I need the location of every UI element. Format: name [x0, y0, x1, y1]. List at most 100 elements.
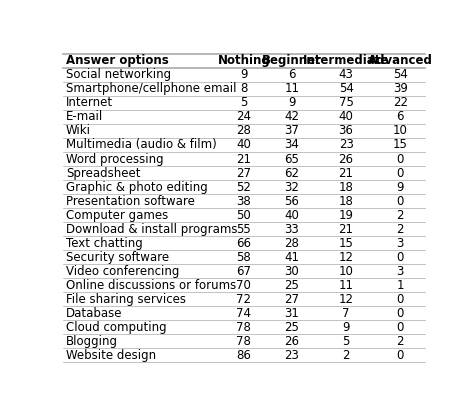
Text: 11: 11: [338, 279, 354, 292]
Text: Social networking: Social networking: [66, 68, 171, 81]
Text: 18: 18: [338, 195, 354, 208]
Text: 75: 75: [338, 97, 354, 109]
Text: 12: 12: [338, 251, 354, 264]
Text: Text chatting: Text chatting: [66, 237, 143, 249]
Text: 40: 40: [338, 110, 354, 124]
Text: 39: 39: [393, 82, 408, 95]
Text: 25: 25: [284, 279, 299, 292]
Text: 34: 34: [284, 139, 299, 151]
Text: 9: 9: [397, 181, 404, 193]
Text: 15: 15: [393, 139, 408, 151]
Text: 0: 0: [397, 307, 404, 320]
Text: 40: 40: [284, 209, 299, 222]
Text: 40: 40: [237, 139, 251, 151]
Text: Presentation software: Presentation software: [66, 195, 195, 208]
Text: 21: 21: [338, 222, 354, 236]
Text: Cloud computing: Cloud computing: [66, 321, 166, 334]
Text: Graphic & photo editing: Graphic & photo editing: [66, 181, 208, 193]
Text: 27: 27: [284, 293, 299, 306]
Text: 2: 2: [342, 349, 350, 362]
Text: 24: 24: [237, 110, 251, 124]
Text: 52: 52: [237, 181, 251, 193]
Text: Online discussions or forums: Online discussions or forums: [66, 279, 236, 292]
Text: E-mail: E-mail: [66, 110, 103, 124]
Text: Advanced: Advanced: [368, 54, 433, 67]
Text: 7: 7: [342, 307, 350, 320]
Text: 6: 6: [288, 68, 295, 81]
Text: 10: 10: [338, 265, 354, 278]
Text: 37: 37: [284, 124, 299, 137]
Text: 10: 10: [393, 124, 408, 137]
Text: 23: 23: [284, 349, 299, 362]
Text: Video conferencing: Video conferencing: [66, 265, 179, 278]
Text: 41: 41: [284, 251, 299, 264]
Text: 33: 33: [284, 222, 299, 236]
Text: 32: 32: [284, 181, 299, 193]
Text: 25: 25: [284, 321, 299, 334]
Text: Beginner: Beginner: [262, 54, 322, 67]
Text: Website design: Website design: [66, 349, 156, 362]
Text: Word processing: Word processing: [66, 153, 164, 166]
Text: 9: 9: [288, 97, 295, 109]
Text: 1: 1: [397, 279, 404, 292]
Text: 8: 8: [240, 82, 247, 95]
Text: 11: 11: [284, 82, 299, 95]
Text: 78: 78: [237, 335, 251, 348]
Text: 5: 5: [342, 335, 350, 348]
Text: 28: 28: [284, 237, 299, 249]
Text: 9: 9: [342, 321, 350, 334]
Text: 2: 2: [397, 335, 404, 348]
Text: 54: 54: [338, 82, 354, 95]
Text: 2: 2: [397, 209, 404, 222]
Text: 27: 27: [237, 166, 251, 180]
Text: 6: 6: [397, 110, 404, 124]
Text: Download & install programs: Download & install programs: [66, 222, 237, 236]
Text: Intermediate: Intermediate: [303, 54, 389, 67]
Text: 72: 72: [237, 293, 251, 306]
Text: 70: 70: [237, 279, 251, 292]
Text: 56: 56: [284, 195, 299, 208]
Text: Nothing: Nothing: [218, 54, 270, 67]
Text: 38: 38: [237, 195, 251, 208]
Text: Multimedia (audio & film): Multimedia (audio & film): [66, 139, 217, 151]
Text: 50: 50: [237, 209, 251, 222]
Text: 3: 3: [397, 237, 404, 249]
Text: 5: 5: [240, 97, 247, 109]
Text: Database: Database: [66, 307, 122, 320]
Text: 66: 66: [237, 237, 251, 249]
Text: 3: 3: [397, 265, 404, 278]
Text: 26: 26: [284, 335, 299, 348]
Text: 0: 0: [397, 293, 404, 306]
Text: 0: 0: [397, 195, 404, 208]
Text: 0: 0: [397, 321, 404, 334]
Text: 67: 67: [237, 265, 251, 278]
Text: 26: 26: [338, 153, 354, 166]
Text: 21: 21: [237, 153, 251, 166]
Text: 0: 0: [397, 251, 404, 264]
Text: 42: 42: [284, 110, 299, 124]
Text: 0: 0: [397, 153, 404, 166]
Text: 36: 36: [338, 124, 354, 137]
Text: 30: 30: [284, 265, 299, 278]
Text: Computer games: Computer games: [66, 209, 168, 222]
Text: 54: 54: [393, 68, 408, 81]
Text: 28: 28: [237, 124, 251, 137]
Text: 43: 43: [338, 68, 354, 81]
Text: Smartphone/cellphone email: Smartphone/cellphone email: [66, 82, 237, 95]
Text: 58: 58: [237, 251, 251, 264]
Text: 78: 78: [237, 321, 251, 334]
Text: Blogging: Blogging: [66, 335, 118, 348]
Text: 22: 22: [393, 97, 408, 109]
Text: Security software: Security software: [66, 251, 169, 264]
Text: 15: 15: [338, 237, 354, 249]
Text: 62: 62: [284, 166, 299, 180]
Text: 19: 19: [338, 209, 354, 222]
Text: 12: 12: [338, 293, 354, 306]
Text: Wiki: Wiki: [66, 124, 91, 137]
Text: 21: 21: [338, 166, 354, 180]
Text: 2: 2: [397, 222, 404, 236]
Text: 74: 74: [237, 307, 251, 320]
Text: 55: 55: [237, 222, 251, 236]
Text: Spreadsheet: Spreadsheet: [66, 166, 140, 180]
Text: 0: 0: [397, 349, 404, 362]
